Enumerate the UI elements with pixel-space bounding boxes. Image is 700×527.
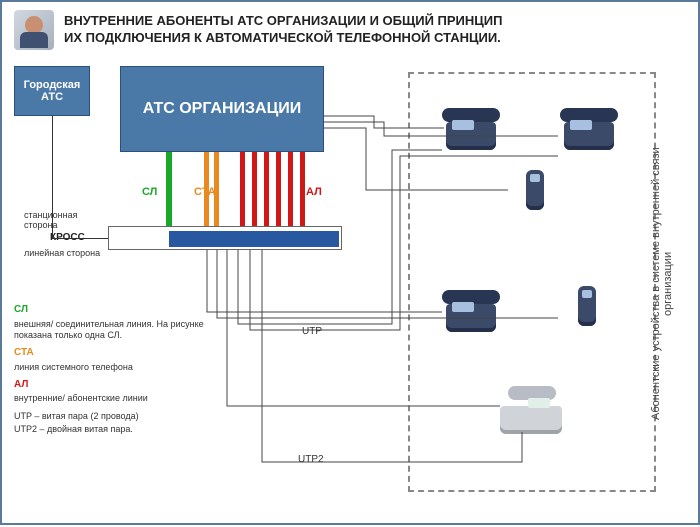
subscriber-caption: Абонентские устройства в системе внутрен… — [650, 144, 674, 424]
org-ats-box: АТС ОРГАНИЗАЦИИ — [120, 66, 324, 152]
cross-box — [108, 226, 342, 250]
legend-sta-title: СТА — [14, 347, 219, 360]
legend-sta-text: линия системного телефона — [14, 362, 219, 373]
legend-al-title: АЛ — [14, 379, 219, 392]
phone-dect-2 — [558, 282, 616, 326]
phone-desk-1 — [442, 106, 500, 150]
person-phone-icon — [14, 10, 54, 50]
al-line-6 — [300, 152, 305, 230]
legend-sl-title: СЛ — [14, 304, 219, 317]
cross-side-bot: линейная сторона — [24, 248, 104, 258]
diagram-area: Городская АТС АТС ОРГАНИЗАЦИИ СЛ СТА АЛ … — [2, 66, 698, 523]
legend-utp2-text: UTP2 – двойная витая пара. — [14, 424, 219, 435]
sl-line — [166, 152, 172, 226]
legend: СЛ внешняя/ соединительная линия. На рис… — [14, 298, 219, 437]
phone-desk-3 — [442, 288, 500, 332]
label-sl: СЛ — [142, 186, 157, 198]
legend-utp-text: UTP – витая пара (2 провода) — [14, 411, 219, 422]
al-line-1 — [240, 152, 245, 230]
city-ats-box: Городская АТС — [14, 66, 90, 116]
al-line-2 — [252, 152, 257, 230]
phone-desk-2 — [560, 106, 618, 150]
phone-dect-1 — [506, 166, 564, 210]
diagram-frame: ВНУТРЕННИЕ АБОНЕНТЫ АТС ОРГАНИЗАЦИИ И ОБ… — [0, 0, 700, 525]
label-utp: UTP — [302, 326, 322, 337]
legend-al-text: внутренние/ абонентские линии — [14, 393, 219, 404]
label-sta: СТА — [194, 186, 216, 198]
cross-patch — [169, 231, 339, 247]
header: ВНУТРЕННИЕ АБОНЕНТЫ АТС ОРГАНИЗАЦИИ И ОБ… — [2, 2, 698, 58]
title-line1: ВНУТРЕННИЕ АБОНЕНТЫ АТС ОРГАНИЗАЦИИ И ОБ… — [64, 13, 502, 28]
title-line2: ИХ ПОДКЛЮЧЕНИЯ К АВТОМАТИЧЕСКОЙ ТЕЛЕФОНН… — [64, 30, 501, 45]
city-link-vert — [52, 116, 53, 238]
label-al: АЛ — [306, 186, 322, 198]
legend-sl-text: внешняя/ соединительная линия. На рисунк… — [14, 319, 219, 342]
page-title: ВНУТРЕННИЕ АБОНЕНТЫ АТС ОРГАНИЗАЦИИ И ОБ… — [64, 13, 502, 47]
al-line-3 — [264, 152, 269, 230]
cross-side-top: станционная сторона — [24, 210, 104, 230]
label-utp2: UTP2 — [298, 454, 324, 465]
al-line-5 — [288, 152, 293, 230]
al-line-4 — [276, 152, 281, 230]
city-link-horiz — [52, 238, 108, 239]
phone-fax — [500, 384, 570, 434]
